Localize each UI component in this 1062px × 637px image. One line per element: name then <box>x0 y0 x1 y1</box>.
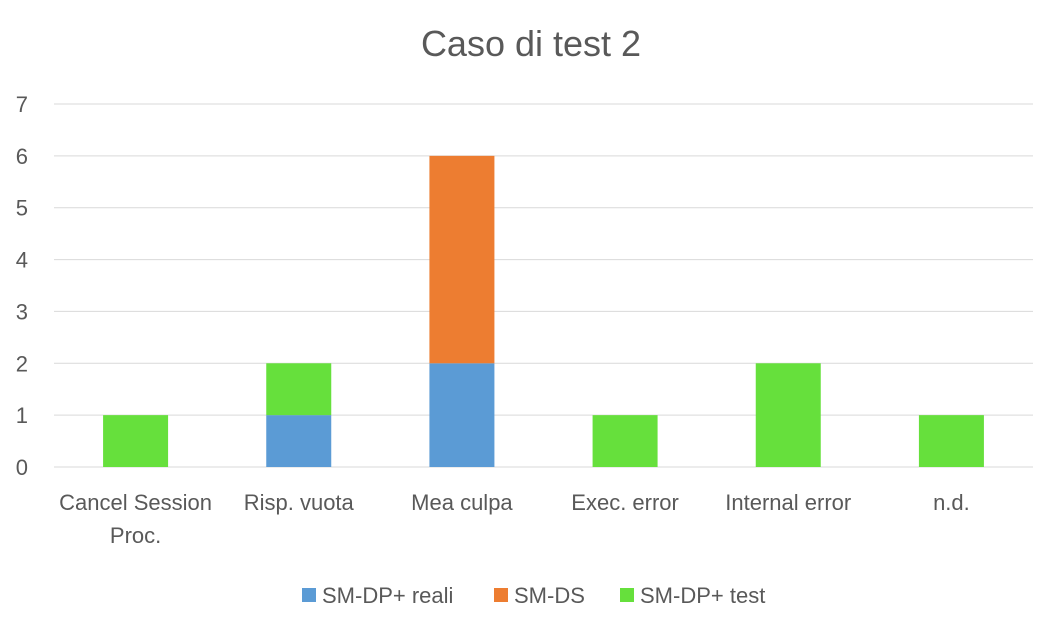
y-tick-label: 2 <box>16 351 28 376</box>
y-tick-label: 3 <box>16 299 28 324</box>
x-tick-label: Cancel Session Proc. <box>59 490 212 548</box>
bar-segment <box>755 363 821 467</box>
legend-swatch <box>494 588 508 602</box>
bar-segment <box>592 415 658 467</box>
bars <box>103 155 984 467</box>
y-tick-label: 7 <box>16 92 28 117</box>
x-tick-label: Exec. error <box>571 490 679 515</box>
y-tick-label: 4 <box>16 248 28 273</box>
y-axis: 0 1 2 3 4 5 6 7 <box>16 92 28 480</box>
legend-label: SM-DS <box>514 583 585 608</box>
bar-segment <box>918 415 984 467</box>
x-tick-label: Risp. vuota <box>244 490 355 515</box>
legend-swatch <box>302 588 316 602</box>
legend-label: SM-DP+ test <box>640 583 765 608</box>
bar-segment <box>266 363 332 416</box>
x-axis: Cancel Session Proc. Risp. vuota Mea culpa E… <box>59 490 970 548</box>
bar-segment <box>429 155 495 364</box>
bar-segment <box>429 363 495 467</box>
legend: SM-DP+ reali SM-DS SM-DP+ test <box>302 583 765 608</box>
y-tick-label: 1 <box>16 403 28 428</box>
y-tick-label: 0 <box>16 455 28 480</box>
legend-swatch <box>620 588 634 602</box>
chart-title: Caso di test 2 <box>421 23 641 64</box>
legend-label: SM-DP+ reali <box>322 583 453 608</box>
bar-segment <box>103 415 169 467</box>
y-tick-label: 5 <box>16 196 28 221</box>
y-tick-label: 6 <box>16 144 28 169</box>
x-tick-label: Mea culpa <box>411 490 513 515</box>
x-tick-label: n.d. <box>933 490 970 515</box>
x-tick-label: Internal error <box>725 490 851 515</box>
gridlines <box>54 103 1033 468</box>
bar-segment <box>266 415 332 467</box>
